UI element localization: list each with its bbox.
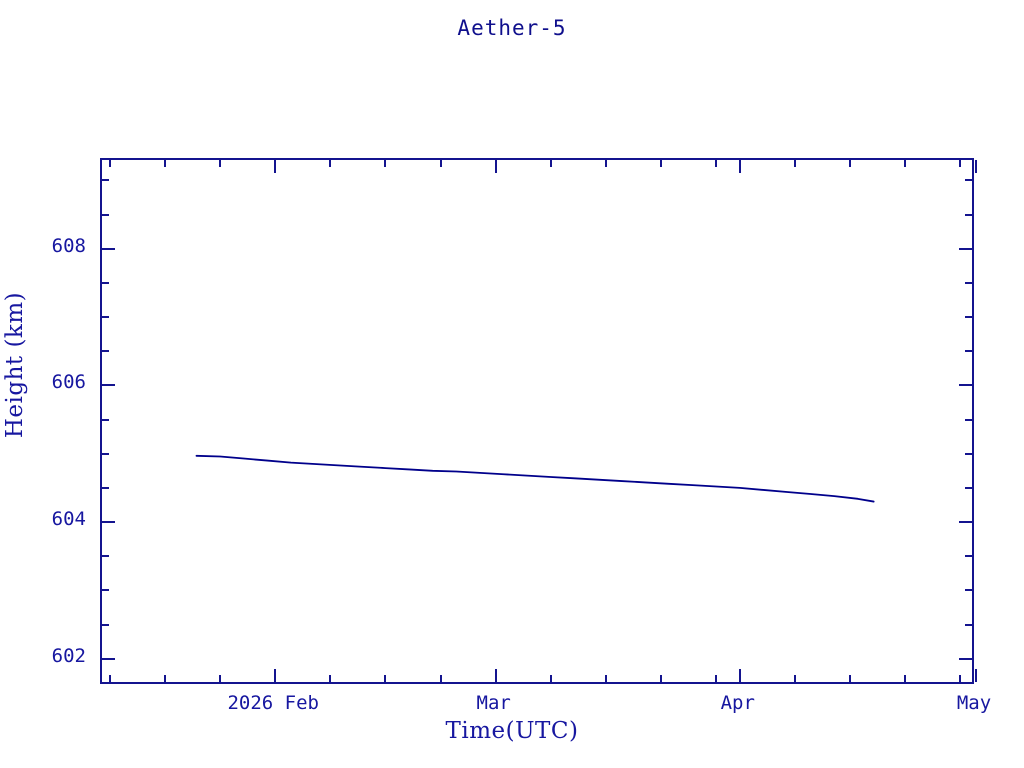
y-tick-major-right xyxy=(959,384,972,387)
y-tick-minor-right xyxy=(965,555,972,558)
y-tick-minor xyxy=(102,555,109,558)
y-tick-minor-right xyxy=(965,350,972,353)
y-tick-major xyxy=(102,657,115,660)
y-tick-major xyxy=(102,521,115,524)
y-tick-minor xyxy=(102,486,109,489)
x-tick-minor xyxy=(549,675,552,682)
chart-title: Aether-5 xyxy=(457,16,567,40)
x-tick-minor-top xyxy=(793,160,796,167)
y-tick-major xyxy=(102,384,115,387)
x-tick-major-top xyxy=(494,160,497,173)
x-tick-label: Mar xyxy=(476,692,511,714)
data-line-series xyxy=(195,454,875,503)
x-tick-minor xyxy=(959,675,962,682)
y-tick-label: 608 xyxy=(51,234,86,257)
y-tick-minor-right xyxy=(965,486,972,489)
plot-area xyxy=(102,160,976,686)
x-tick-minor xyxy=(439,675,442,682)
y-tick-minor-right xyxy=(965,316,972,319)
y-tick-label: 604 xyxy=(51,508,86,531)
y-tick-minor-right xyxy=(965,281,972,284)
x-tick-major-top xyxy=(975,160,977,173)
y-tick-minor-right xyxy=(965,623,972,626)
y-tick-label: 606 xyxy=(51,371,86,394)
x-tick-minor-top xyxy=(549,160,552,167)
y-axis-title: Height (km) xyxy=(2,291,28,439)
x-tick-minor-top xyxy=(604,160,607,167)
x-tick-minor xyxy=(329,675,332,682)
y-tick-major xyxy=(102,247,115,250)
y-tick-minor xyxy=(102,281,109,284)
y-tick-minor xyxy=(102,418,109,421)
x-tick-minor-top xyxy=(384,160,387,167)
x-tick-major xyxy=(494,669,497,682)
x-tick-label: Apr xyxy=(720,692,755,714)
y-tick-minor xyxy=(102,213,109,216)
x-tick-minor-top xyxy=(163,160,166,167)
y-tick-minor xyxy=(102,452,109,455)
y-tick-minor xyxy=(102,623,109,626)
x-tick-minor xyxy=(163,675,166,682)
x-tick-minor-top xyxy=(959,160,962,167)
x-tick-major-top xyxy=(274,160,277,173)
y-tick-minor-right xyxy=(965,179,972,182)
x-tick-minor-top xyxy=(715,160,718,167)
y-tick-major-right xyxy=(959,521,972,524)
x-tick-minor xyxy=(604,675,607,682)
x-tick-minor xyxy=(219,675,222,682)
y-tick-minor xyxy=(102,179,109,182)
x-tick-major xyxy=(738,669,741,682)
y-tick-minor-right xyxy=(965,452,972,455)
y-tick-minor xyxy=(102,589,109,592)
x-tick-major-top xyxy=(738,160,741,173)
x-tick-minor xyxy=(715,675,718,682)
x-tick-minor xyxy=(849,675,852,682)
y-tick-major-right xyxy=(959,657,972,660)
y-tick-minor-right xyxy=(965,418,972,421)
x-tick-minor-top xyxy=(329,160,332,167)
x-tick-minor-top xyxy=(660,160,663,167)
x-tick-minor-top xyxy=(439,160,442,167)
y-tick-minor-right xyxy=(965,213,972,216)
x-tick-minor-top xyxy=(219,160,222,167)
y-tick-minor xyxy=(102,350,109,353)
x-tick-label: May xyxy=(956,692,992,714)
y-tick-label: 602 xyxy=(51,644,86,667)
y-tick-major-right xyxy=(959,247,972,250)
x-tick-major xyxy=(274,669,277,682)
x-tick-minor xyxy=(660,675,663,682)
x-tick-minor-top xyxy=(904,160,907,167)
y-tick-minor-right xyxy=(965,589,972,592)
x-tick-minor xyxy=(108,675,111,682)
x-tick-minor xyxy=(904,675,907,682)
x-tick-minor xyxy=(384,675,387,682)
x-tick-minor-top xyxy=(108,160,111,167)
series-polyline xyxy=(195,454,875,503)
x-tick-label: 2026 Feb xyxy=(227,692,319,714)
plot-frame xyxy=(100,158,977,686)
x-tick-minor-top xyxy=(849,160,852,167)
x-tick-minor xyxy=(793,675,796,682)
y-tick-minor xyxy=(102,316,109,319)
x-axis-title: Time(UTC) xyxy=(445,718,579,744)
x-tick-major xyxy=(975,669,977,682)
